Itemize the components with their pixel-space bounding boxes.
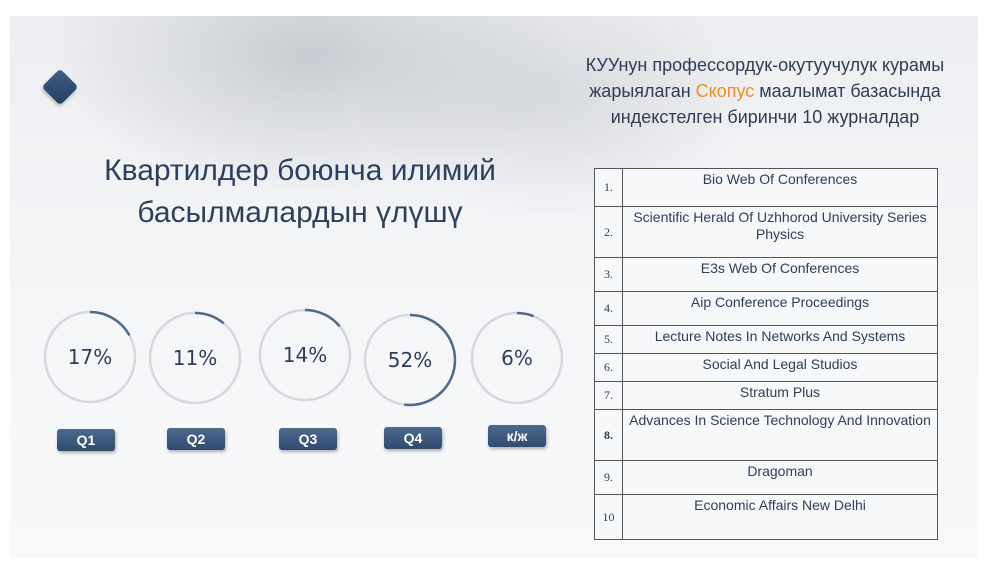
ring-percent: 17% bbox=[67, 345, 113, 369]
quartile-button-q3[interactable]: Q3 bbox=[279, 428, 337, 450]
row-number: 9. bbox=[594, 460, 623, 495]
ring-arc bbox=[470, 311, 564, 405]
heading-line-2-post: маалымат базасында bbox=[754, 81, 941, 101]
journal-name: Dragoman bbox=[622, 460, 938, 495]
row-number: 5. bbox=[594, 325, 623, 354]
ring-q3-chart bbox=[258, 308, 352, 402]
table-row: 6. Social And Legal Studios bbox=[594, 353, 938, 382]
ring-percent: 11% bbox=[172, 346, 218, 370]
ring-arc bbox=[43, 310, 137, 404]
row-number: 2. bbox=[594, 206, 623, 258]
ring-q1: 17% bbox=[42, 309, 138, 405]
row-number: 7. bbox=[594, 381, 623, 410]
journal-name: Social And Legal Studios bbox=[622, 353, 938, 382]
ring-q2-chart bbox=[148, 311, 242, 405]
quartile-button-q2[interactable]: Q2 bbox=[167, 428, 225, 450]
row-number: 10 bbox=[594, 494, 623, 540]
ring-q4-chart bbox=[363, 313, 457, 407]
journal-name: Stratum Plus bbox=[622, 381, 938, 410]
ring-arc bbox=[148, 311, 242, 405]
table-row: 2. Scientific Herald Of Uzhhorod Univers… bbox=[594, 206, 938, 258]
journal-name: Scientific Herald Of Uzhhorod University… bbox=[622, 206, 938, 258]
row-number: 6. bbox=[594, 353, 623, 382]
ring-q4: 52% bbox=[362, 312, 458, 408]
quartile-button-q4[interactable]: Q4 bbox=[384, 427, 442, 449]
ring-percent: 6% bbox=[501, 346, 533, 370]
ring-q3: 14% bbox=[257, 307, 353, 403]
title-line-1: Квартилдер боюнча илимий bbox=[104, 154, 496, 187]
heading-highlight-scopus: Скопус bbox=[695, 81, 755, 101]
ring-percent: 52% bbox=[387, 348, 433, 372]
quartile-button-q1[interactable]: Q1 bbox=[57, 429, 115, 451]
row-number: 4. bbox=[594, 291, 623, 326]
ring-percent: 14% bbox=[282, 343, 328, 367]
ring-arc bbox=[258, 308, 352, 402]
journal-name: Aip Conference Proceedings bbox=[622, 291, 938, 326]
table-row: 10 Economic Affairs New Delhi bbox=[594, 494, 938, 540]
row-number: 1. bbox=[594, 168, 623, 207]
table-row: 8. Advances In Science Technology And In… bbox=[594, 409, 938, 461]
heading-line-2: жарыялаган Скопус маалымат базасында bbox=[560, 78, 970, 104]
table-row: 7. Stratum Plus bbox=[594, 381, 938, 410]
table-row: 4. Aip Conference Proceedings bbox=[594, 291, 938, 326]
table-row: 9. Dragoman bbox=[594, 460, 938, 495]
journal-name: Lecture Notes In Networks And Systems bbox=[622, 325, 938, 354]
journal-name: E3s Web Of Conferences bbox=[622, 257, 938, 292]
ring-arc bbox=[363, 313, 457, 407]
diamond-logo-icon bbox=[41, 68, 79, 106]
quartile-button-kj[interactable]: к/ж bbox=[488, 425, 546, 447]
ring-q2: 11% bbox=[147, 310, 243, 406]
journal-name: Advances In Science Technology And Innov… bbox=[622, 409, 938, 461]
table-row: 1. Bio Web Of Conferences bbox=[594, 168, 938, 207]
ring-kj: 6% bbox=[469, 310, 565, 406]
table-row: 3. E3s Web Of Conferences bbox=[594, 257, 938, 292]
heading-line-2-pre: жарыялаган bbox=[589, 81, 696, 101]
journal-name: Bio Web Of Conferences bbox=[622, 168, 938, 207]
journal-name: Economic Affairs New Delhi bbox=[622, 494, 938, 540]
ring-kj-chart bbox=[470, 311, 564, 405]
slide-heading: КУУнун профессордук-окутуучулук курамы ж… bbox=[560, 52, 970, 130]
journals-table: 1. Bio Web Of Conferences 2. Scientific … bbox=[594, 168, 938, 540]
row-number: 3. bbox=[594, 257, 623, 292]
title-line-2: басылмалардын үлүшү bbox=[137, 196, 463, 229]
heading-line-1: КУУнун профессордук-окутуучулук курамы bbox=[585, 55, 945, 75]
ring-q1-chart bbox=[43, 310, 137, 404]
table-row: 5. Lecture Notes In Networks And Systems bbox=[594, 325, 938, 354]
section-title: Квартилдер боюнча илимий басылмалардын ү… bbox=[60, 150, 540, 234]
row-number: 8. bbox=[594, 409, 623, 461]
heading-line-3: индекстелген биринчи 10 журналдар bbox=[610, 107, 920, 127]
